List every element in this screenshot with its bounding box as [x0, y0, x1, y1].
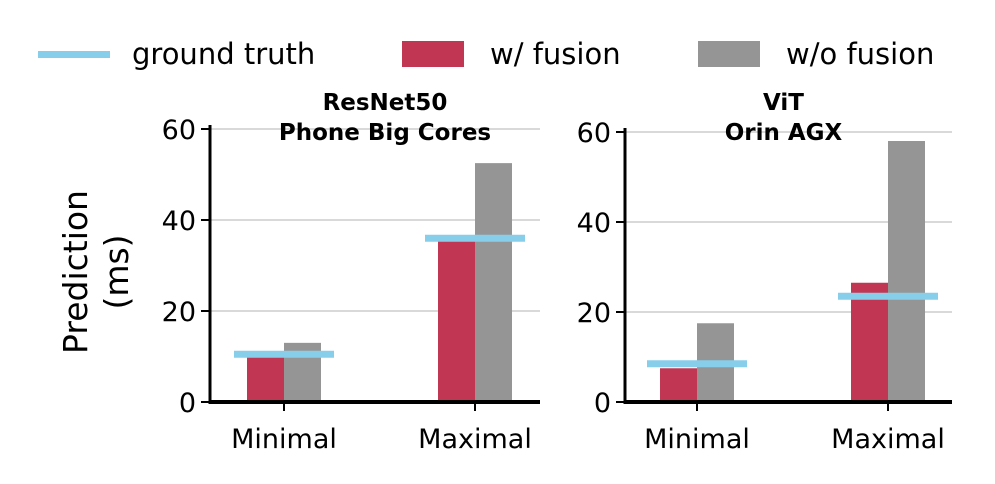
y-tick-label: 0 [179, 388, 196, 419]
y-tick-label: 60 [162, 115, 196, 146]
x-tick-label: Minimal [644, 424, 750, 455]
legend-item-ground-truth: ground truth [38, 34, 315, 74]
y-axis-label-line2: (ms) [97, 234, 136, 309]
y-tick-label: 60 [577, 118, 611, 149]
y-tick-label: 40 [577, 208, 611, 239]
legend-item-without-fusion: w/o fusion [698, 34, 934, 74]
bar-with-fusion [247, 356, 284, 402]
bar-with-fusion [851, 282, 888, 402]
y-axis-label-line1: Prediction [56, 190, 95, 354]
panel-title-line1: ViT [763, 90, 804, 116]
y-tick-label: 20 [577, 298, 611, 329]
legend-with-fusion-label: w/ fusion [490, 37, 621, 71]
bar-with-fusion [660, 368, 697, 402]
bar-with-fusion [438, 240, 475, 402]
legend-without-fusion-label: w/o fusion [786, 37, 935, 71]
legend-with-fusion-swatch [402, 41, 464, 67]
legend: ground truth w/ fusion w/o fusion [0, 0, 995, 90]
x-tick-label: Maximal [418, 424, 532, 455]
bar-without-fusion [888, 141, 925, 402]
panel-title-line2: Phone Big Cores [279, 120, 491, 146]
panel-title-line1: ResNet50 [323, 90, 448, 116]
legend-without-fusion-swatch [698, 41, 760, 67]
x-tick-label: Minimal [231, 424, 337, 455]
y-tick-label: 20 [162, 297, 196, 328]
x-tick-label: Maximal [831, 424, 945, 455]
legend-ground-truth-swatch [38, 50, 110, 58]
bar-without-fusion [475, 163, 512, 402]
y-tick-label: 0 [594, 388, 611, 419]
panel-title-line2: Orin AGX [725, 120, 843, 146]
y-tick-label: 40 [162, 206, 196, 237]
legend-ground-truth-label: ground truth [132, 37, 316, 71]
legend-item-with-fusion: w/ fusion [402, 34, 621, 74]
